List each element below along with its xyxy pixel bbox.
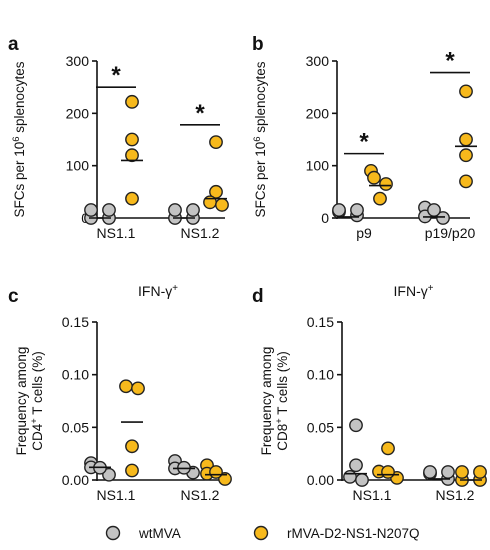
data-point-wtmva: [350, 203, 364, 217]
y-tick-label: 100: [306, 158, 330, 174]
data-point-rmva: [381, 465, 395, 479]
y-tick-label: 200: [306, 105, 330, 121]
data-point-wtmva: [349, 418, 363, 433]
legend: wtMVA rMVA-D2-NS1-N207Q: [105, 525, 420, 541]
panel-letter: b: [252, 34, 264, 55]
panel-b: b 0 100 200 300 SFCs per 106 splenocytes p9 p19…: [252, 34, 477, 241]
y-tick-label: 0.05: [62, 419, 89, 435]
data-point-rmva: [459, 132, 473, 147]
legend-label: rMVA-D2-NS1-N207Q: [287, 526, 420, 541]
data-point-rmva: [381, 441, 395, 456]
y-tick-label: 0: [321, 210, 329, 226]
y-tick-label: 0.15: [307, 314, 334, 330]
panel-letter: c: [8, 286, 19, 307]
chart-title: IFN-γ+: [138, 283, 178, 300]
data-point-wtmva: [168, 203, 182, 217]
legend-marker: [253, 525, 269, 541]
y-axis-title: Frequency amongCD8+ T cells (%): [259, 347, 290, 456]
x-tick-label: p19/p20: [425, 225, 476, 241]
data-point-rmva: [367, 170, 381, 185]
x-tick-label: p9: [356, 225, 372, 241]
y-tick-label: 300: [306, 53, 330, 69]
data-point-rmva: [209, 135, 223, 150]
panel-d: d IFN-γ+ 0.00 0.05 0.10 0.15 Frequency amongCD…: [252, 283, 487, 503]
data-point-wtmva: [102, 203, 116, 217]
significance-star: *: [195, 100, 205, 127]
y-axis-title: SFCs per 106 splenocytes: [11, 61, 28, 217]
data-point-rmva: [125, 132, 139, 147]
significance-star: *: [359, 129, 369, 156]
chart-title: IFN-γ+: [394, 283, 434, 300]
data-point-wtmva: [349, 458, 363, 473]
data-point-rmva: [119, 379, 133, 394]
y-tick-label: 200: [66, 105, 90, 121]
data-point-rmva: [373, 191, 387, 206]
panel-letter: d: [252, 286, 264, 307]
panel-letter: a: [8, 34, 19, 55]
y-tick-label: 0.05: [307, 419, 334, 435]
y-axis-title: SFCs per 106 splenocytes: [252, 61, 269, 217]
data-point-rmva: [125, 463, 139, 478]
data-point-rmva: [379, 177, 393, 191]
data-point-wtmva: [355, 473, 369, 487]
y-tick-label: 0.10: [62, 367, 89, 383]
x-tick-label: NS1.2: [181, 487, 220, 503]
data-point-wtmva: [423, 465, 437, 479]
data-point-wtmva: [186, 203, 200, 217]
significance-star: *: [111, 62, 121, 89]
x-tick-label: NS1.1: [353, 487, 392, 503]
y-tick-label: 0.15: [62, 314, 89, 330]
data-point-rmva: [218, 472, 232, 486]
y-tick-label: 100: [66, 158, 90, 174]
data-point-rmva: [131, 381, 145, 396]
data-point-wtmva: [332, 203, 346, 217]
data-point-rmva: [455, 465, 469, 479]
data-point-rmva: [125, 191, 139, 206]
panel-a: a0100200300SFCs per 106 splenocytesNS1.1…: [8, 34, 229, 241]
x-tick-label: NS1.1: [97, 487, 136, 503]
data-point-rmva: [459, 148, 473, 163]
significance-star: *: [445, 48, 455, 75]
data-point-rmva: [459, 84, 473, 99]
data-point-rmva: [473, 465, 487, 479]
data-point-rmva: [125, 94, 139, 109]
panel-c: c IFN-γ+ 0.00 0.05 0.10 0.15 Frequency amongCD…: [8, 283, 232, 503]
data-point-wtmva: [427, 203, 441, 217]
data-point-rmva: [459, 174, 473, 189]
data-point-wtmva: [102, 467, 116, 482]
data-point-wtmva: [84, 203, 98, 217]
legend-label: wtMVA: [138, 526, 181, 541]
y-tick-label: 300: [66, 53, 90, 69]
data-point-rmva: [215, 198, 229, 212]
legend-marker: [105, 525, 121, 541]
data-point-rmva: [125, 148, 139, 163]
y-tick-label: 0.00: [62, 472, 89, 488]
data-point-rmva: [125, 439, 139, 454]
x-tick-label: NS1.1: [97, 225, 136, 241]
data-point-wtmva: [436, 211, 450, 225]
y-tick-label: 0.00: [307, 472, 334, 488]
data-point-rmva: [209, 465, 223, 479]
y-axis-title: Frequency amongCD4+ T cells (%): [14, 347, 45, 456]
data-point-wtmva: [441, 465, 455, 479]
x-tick-label: NS1.2: [181, 225, 220, 241]
x-tick-label: NS1.2: [436, 487, 475, 503]
y-tick-label: 0.10: [307, 367, 334, 383]
data-point-wtmva: [343, 469, 357, 484]
